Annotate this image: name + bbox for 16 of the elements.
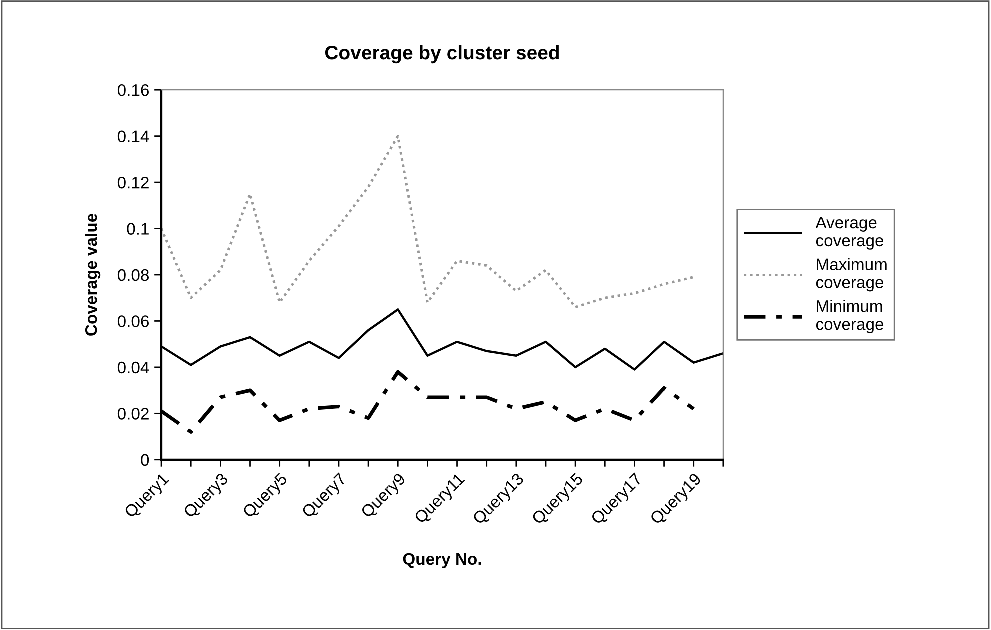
x-axis-title: Query No. (403, 553, 482, 568)
y-tick-label: 0.12 (118, 176, 149, 189)
y-tick-label: 0.16 (118, 84, 149, 96)
line-series (162, 135, 696, 309)
y-tick-label: 0.02 (118, 408, 149, 420)
y-tick-label: 0.08 (118, 269, 150, 282)
chart-title: Coverage by cluster seed (325, 45, 560, 64)
legend-label: Maximum coverage (816, 258, 887, 292)
legend-label: Minimum coverage (816, 300, 884, 334)
y-axis-title: Coverage value (85, 214, 101, 336)
legend-label: Average coverage (816, 217, 884, 250)
y-tick-label: 0.1 (127, 223, 149, 235)
y-tick-label: 0.04 (118, 362, 150, 374)
y-tick-label: 0 (141, 454, 150, 466)
y-tick-label: 0.06 (118, 316, 149, 328)
y-tick-label: 0.14 (118, 130, 150, 143)
